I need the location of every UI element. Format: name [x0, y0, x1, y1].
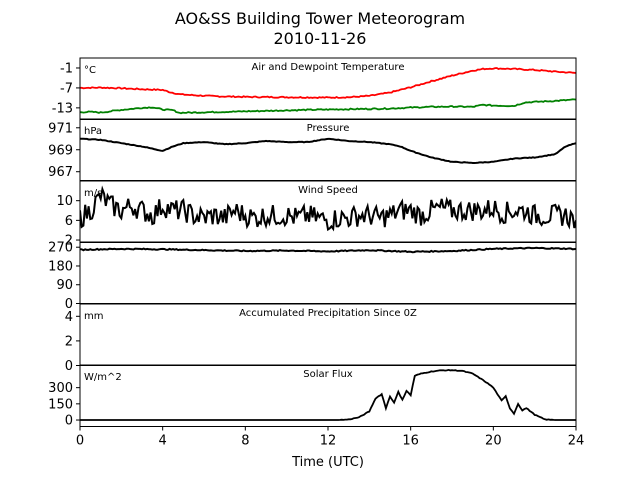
y-tick-label: 150 [48, 397, 73, 412]
unit-label: hPa [84, 126, 102, 137]
y-tick-label: 2 [65, 334, 73, 349]
figure-title: AO&SS Building Tower Meteorogram [175, 9, 465, 28]
x-tick-label: 0 [76, 434, 84, 449]
series-line-0-0 [80, 67, 576, 99]
panel-title: Accumulated Precipitation Since 0Z [239, 308, 417, 319]
x-tick-label: 24 [568, 434, 585, 449]
y-tick-label: 10 [56, 194, 73, 209]
y-tick-label: 0 [65, 414, 73, 429]
panel-2: 10 6 2 m/s Wind Speed [56, 180, 577, 249]
x-axis-label: Time (UTC) [291, 455, 364, 470]
y-tick-label: 270 [48, 241, 73, 256]
figure-subtitle: 2010-11-26 [274, 29, 367, 48]
series-line-0-1 [80, 98, 576, 115]
panel-1: 971 969 967 hPa Pressure [48, 118, 577, 181]
x-tick-label: 12 [320, 434, 337, 449]
panels: -1 -7 -13 °C Air and Dewpoint Temperature 971… [48, 57, 577, 431]
y-tick-label: -7 [60, 81, 73, 96]
series-line-1-0 [80, 137, 576, 164]
x-tick-label: 8 [241, 434, 249, 449]
unit-label: m/s [84, 188, 102, 199]
series-line-3-0 [80, 246, 576, 254]
panel-4: 4 2 0 mm Accumulated Precipitation Since 0Z [65, 303, 577, 374]
panel-title: Solar Flux [303, 369, 353, 380]
y-tick-label: 967 [48, 165, 73, 180]
y-tick-label: 2 [65, 234, 73, 249]
series-line-5-0 [80, 368, 576, 421]
y-tick-label: 6 [65, 214, 73, 229]
y-tick-label: 90 [56, 278, 73, 293]
y-tick-label: 0 [65, 359, 73, 374]
x-tick-label: 4 [159, 434, 167, 449]
y-tick-label: 971 [48, 121, 73, 136]
panel-0: -1 -7 -13 °C Air and Dewpoint Temperature [52, 57, 577, 120]
panel-3: 270 180 90 0 [48, 241, 577, 312]
panel-title: Air and Dewpoint Temperature [252, 62, 405, 73]
y-tick-label: 4 [65, 310, 73, 325]
panel-title: Wind Speed [298, 185, 358, 196]
y-tick-label: -13 [52, 101, 73, 116]
y-tick-label: 0 [65, 297, 73, 312]
unit-label: mm [84, 311, 103, 322]
y-tick-label: 300 [48, 381, 73, 396]
panel-title: Pressure [307, 123, 350, 134]
unit-label: °C [84, 65, 96, 76]
unit-label: W/m^2 [84, 372, 122, 383]
x-tick-label: 20 [485, 434, 502, 449]
y-tick-label: -1 [60, 61, 73, 76]
x-tick-label: 16 [402, 434, 419, 449]
y-tick-label: 180 [48, 259, 73, 274]
series-line-2-0 [80, 185, 576, 232]
x-axis: 0 4 8 12 16 20 24 [76, 434, 584, 449]
y-tick-label: 969 [48, 143, 73, 158]
